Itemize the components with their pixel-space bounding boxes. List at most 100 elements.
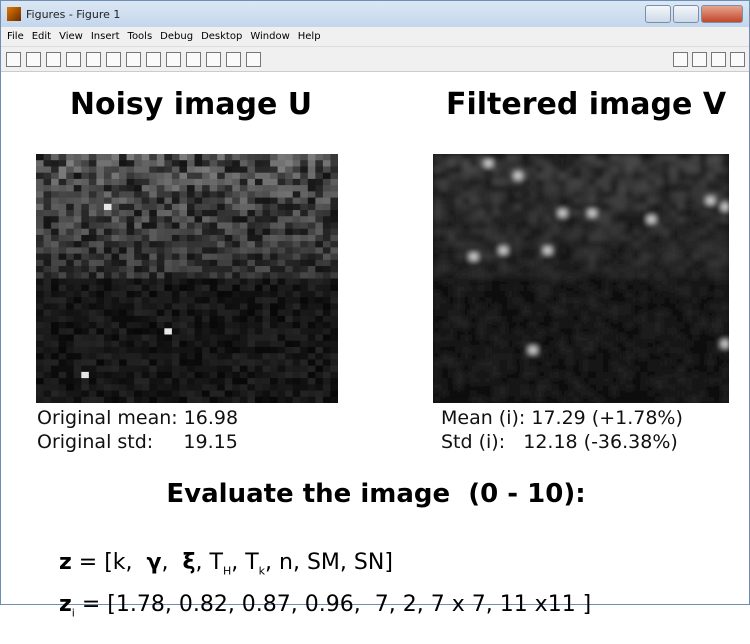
pixel: [662, 229, 670, 236]
pixel: [477, 366, 485, 373]
pixel: [225, 247, 233, 254]
tool-button[interactable]: [206, 52, 221, 67]
tool-button[interactable]: [26, 52, 41, 67]
pixel: [134, 229, 142, 236]
pixel: [270, 179, 278, 186]
pixel: [463, 378, 471, 385]
menu-item[interactable]: Insert: [91, 31, 120, 42]
pixel: [263, 166, 271, 173]
menu-item[interactable]: View: [59, 31, 83, 42]
pixel: [574, 254, 582, 261]
menu-item[interactable]: Tools: [128, 31, 153, 42]
menu-item[interactable]: Desktop: [201, 31, 242, 42]
panel-title: Filtered image V: [421, 87, 750, 122]
menu-item[interactable]: Edit: [32, 31, 51, 42]
tool-button[interactable]: [246, 52, 261, 67]
pixel: [308, 384, 316, 391]
tool-button[interactable]: [86, 52, 101, 67]
pixel: [633, 328, 641, 335]
pixel: [618, 191, 626, 198]
tool-button[interactable]: [106, 52, 121, 67]
pixel: [522, 216, 530, 223]
pixel: [603, 210, 611, 217]
pixel: [285, 260, 293, 267]
pixel: [529, 347, 537, 354]
pixel: [699, 291, 707, 298]
pixel: [210, 347, 218, 354]
pixel: [588, 260, 596, 267]
pixel: [74, 247, 82, 254]
tool-button[interactable]: [6, 52, 21, 67]
tool-button[interactable]: [166, 52, 181, 67]
pixel: [210, 285, 218, 292]
pixel: [89, 216, 97, 223]
pixel: [112, 210, 120, 217]
pixel: [142, 229, 150, 236]
pixel: [655, 384, 663, 391]
pixel: [142, 378, 150, 385]
pixel: [611, 241, 619, 248]
menu-item[interactable]: Help: [298, 31, 321, 42]
pixel: [507, 322, 515, 329]
maximize-button[interactable]: [673, 5, 699, 23]
tool-button[interactable]: [186, 52, 201, 67]
pixel: [225, 198, 233, 205]
dock-button[interactable]: [711, 52, 726, 67]
menu-item[interactable]: Window: [250, 31, 289, 42]
pixel: [485, 160, 493, 167]
pixel: [581, 198, 589, 205]
tool-button[interactable]: [226, 52, 241, 67]
pixel: [202, 359, 210, 366]
pixel: [66, 378, 74, 385]
pixel: [300, 185, 308, 192]
pixel: [315, 341, 323, 348]
minimize-button[interactable]: [645, 5, 671, 23]
pixel: [611, 254, 619, 261]
pixel: [263, 254, 271, 261]
tool-button[interactable]: [146, 52, 161, 67]
pixel: [618, 359, 626, 366]
pixel: [707, 285, 715, 292]
pixel: [187, 297, 195, 304]
pixel: [611, 210, 619, 217]
dock-button[interactable]: [730, 52, 745, 67]
close-button[interactable]: [701, 5, 743, 23]
pixel: [581, 372, 589, 379]
pixel: [544, 359, 552, 366]
pixel: [308, 316, 316, 323]
pixel: [315, 328, 323, 335]
pixel: [440, 391, 448, 398]
pixel: [44, 347, 52, 354]
pixel: [240, 154, 248, 161]
pixel: [232, 185, 240, 192]
pixel: [477, 272, 485, 279]
dock-button[interactable]: [692, 52, 707, 67]
pixel: [66, 391, 74, 398]
pixel: [492, 247, 500, 254]
pixel: [625, 166, 633, 173]
pixel: [142, 198, 150, 205]
pixel: [142, 241, 150, 248]
tool-button[interactable]: [66, 52, 81, 67]
pixel: [232, 254, 240, 261]
tool-button[interactable]: [46, 52, 61, 67]
menu-item[interactable]: File: [7, 31, 24, 42]
menu-item[interactable]: Debug: [160, 31, 193, 42]
pixel: [529, 185, 537, 192]
pixel: [433, 316, 441, 323]
dock-button[interactable]: [673, 52, 688, 67]
pixel: [255, 347, 263, 354]
pixel: [485, 359, 493, 366]
pixel: [670, 222, 678, 229]
pixel: [96, 366, 104, 373]
tool-button[interactable]: [126, 52, 141, 67]
pixel: [588, 241, 596, 248]
pixel: [603, 216, 611, 223]
pixel: [210, 216, 218, 223]
pixel: [270, 241, 278, 248]
pixel: [89, 341, 97, 348]
pixel: [633, 241, 641, 248]
pixel: [44, 210, 52, 217]
pixel: [308, 297, 316, 304]
pixel: [551, 297, 559, 304]
